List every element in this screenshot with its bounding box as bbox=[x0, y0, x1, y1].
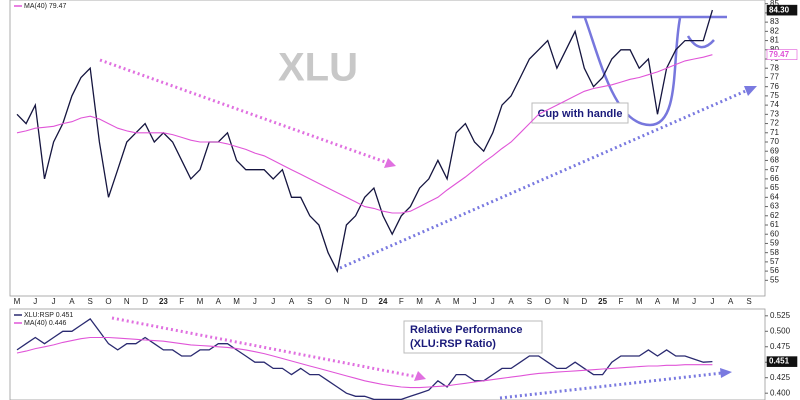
y-tick-label: 76 bbox=[770, 82, 779, 91]
upper-panel bbox=[9, 0, 766, 297]
x-tick-label: N bbox=[124, 297, 130, 306]
x-tick-label: O bbox=[325, 297, 331, 306]
x-tick-label: M bbox=[197, 297, 204, 306]
x-tick-label: O bbox=[105, 297, 111, 306]
trendlines bbox=[99, 58, 749, 400]
price-label: 79.47 bbox=[769, 50, 790, 59]
x-tick-label: J bbox=[473, 297, 477, 306]
arrowheads bbox=[384, 86, 757, 381]
annotation: Relative Performance bbox=[410, 324, 523, 336]
y-tick-label: 0.400 bbox=[770, 388, 791, 397]
x-tick-label: F bbox=[399, 297, 404, 306]
y-tick-label: 69 bbox=[770, 146, 779, 155]
x-tick-label: M bbox=[14, 297, 21, 306]
y-tick-label: 60 bbox=[770, 229, 779, 238]
x-tick-label: M bbox=[453, 297, 460, 306]
x-tick-label: J bbox=[692, 297, 696, 306]
x-tick-label: A bbox=[216, 297, 222, 306]
x-tick-label: J bbox=[52, 297, 56, 306]
x-tick-label: D bbox=[142, 297, 148, 306]
legend-label: XLU:RSP 0.451 bbox=[24, 312, 73, 319]
y-tick-label: 58 bbox=[770, 248, 779, 257]
watermark: XLU bbox=[278, 46, 358, 90]
series-line bbox=[16, 54, 713, 214]
legend-label: MA(40) 79.47 bbox=[24, 3, 67, 10]
cup-with-handle-drawing bbox=[572, 15, 727, 127]
x-tick-label: 25 bbox=[598, 297, 607, 306]
y-tick-label: 56 bbox=[770, 266, 779, 275]
price-label-box bbox=[766, 49, 798, 60]
x-tick-label: S bbox=[746, 297, 751, 306]
y-tick-label: 0.425 bbox=[770, 373, 791, 382]
x-tick-label: F bbox=[179, 297, 184, 306]
y-tick-label: 77 bbox=[770, 73, 779, 82]
x-tick-label: S bbox=[527, 297, 532, 306]
x-tick-label: A bbox=[289, 297, 295, 306]
price-label-box bbox=[766, 356, 798, 367]
y-tick-label: 62 bbox=[770, 211, 779, 220]
y-tick-label: 75 bbox=[770, 91, 779, 100]
y-tick-label: 78 bbox=[770, 63, 779, 72]
x-tick-label: M bbox=[233, 297, 240, 306]
y-tick-label: 63 bbox=[770, 202, 779, 211]
y-tick-label: 82 bbox=[770, 26, 779, 35]
y-tick-label: 0.525 bbox=[770, 311, 791, 320]
annotation-box bbox=[531, 102, 629, 124]
y-tick-label: 71 bbox=[770, 128, 779, 137]
y-tick-label: 0.475 bbox=[770, 342, 791, 351]
y-tick-label: 73 bbox=[770, 109, 779, 118]
series-line bbox=[16, 9, 714, 274]
y-tick-label: 61 bbox=[770, 220, 779, 229]
annotation: Cup with handle bbox=[538, 108, 623, 120]
x-tick-label: A bbox=[435, 297, 441, 306]
x-tick-label: 24 bbox=[379, 297, 388, 306]
x-tick-label: A bbox=[508, 297, 514, 306]
y-tick-label: 72 bbox=[770, 119, 779, 128]
y-tick-label: 55 bbox=[770, 275, 779, 284]
x-tick-label: F bbox=[618, 297, 623, 306]
price-label: 0.451 bbox=[769, 357, 790, 366]
y-tick-label: 66 bbox=[770, 174, 779, 183]
x-tick-label: A bbox=[69, 297, 75, 306]
y-tick-label: 65 bbox=[770, 183, 779, 192]
x-tick-label: M bbox=[672, 297, 679, 306]
x-tick-label: M bbox=[416, 297, 423, 306]
y-tick-label: 67 bbox=[770, 165, 779, 174]
series-line bbox=[16, 318, 713, 400]
x-tick-label: A bbox=[728, 297, 734, 306]
price-label: 84.30 bbox=[769, 5, 790, 14]
x-tick-label: S bbox=[307, 297, 312, 306]
y-tick-label: 68 bbox=[770, 156, 779, 165]
y-tick-label: 85 bbox=[770, 0, 779, 8]
series-line bbox=[16, 336, 713, 389]
y-tick-label: 0.500 bbox=[770, 326, 791, 335]
price-label-box bbox=[766, 4, 798, 16]
y-tick-label: 59 bbox=[770, 239, 779, 248]
x-tick-label: O bbox=[545, 297, 551, 306]
x-tick-label: J bbox=[491, 297, 495, 306]
y-tick-label: 70 bbox=[770, 137, 779, 146]
y-tick-label: 81 bbox=[770, 36, 779, 45]
y-tick-label: 83 bbox=[770, 17, 779, 26]
annotation: (XLU:RSP Ratio) bbox=[410, 338, 496, 350]
x-tick-label: J bbox=[33, 297, 37, 306]
lower-panel bbox=[9, 308, 766, 400]
x-tick-label: N bbox=[563, 297, 569, 306]
x-tick-label: 23 bbox=[159, 297, 168, 306]
x-tick-label: D bbox=[362, 297, 368, 306]
annotation-box bbox=[403, 320, 543, 354]
x-tick-label: A bbox=[655, 297, 661, 306]
legend-label: MA(40) 0.446 bbox=[24, 320, 67, 327]
x-tick-label: D bbox=[581, 297, 587, 306]
y-tick-label: 74 bbox=[770, 100, 779, 109]
x-tick-label: J bbox=[271, 297, 275, 306]
y-tick-label: 64 bbox=[770, 192, 779, 201]
x-tick-label: J bbox=[253, 297, 257, 306]
x-tick-label: M bbox=[636, 297, 643, 306]
x-tick-label: S bbox=[88, 297, 93, 306]
x-tick-label: N bbox=[344, 297, 350, 306]
y-tick-label: 57 bbox=[770, 257, 779, 266]
x-tick-label: J bbox=[710, 297, 714, 306]
